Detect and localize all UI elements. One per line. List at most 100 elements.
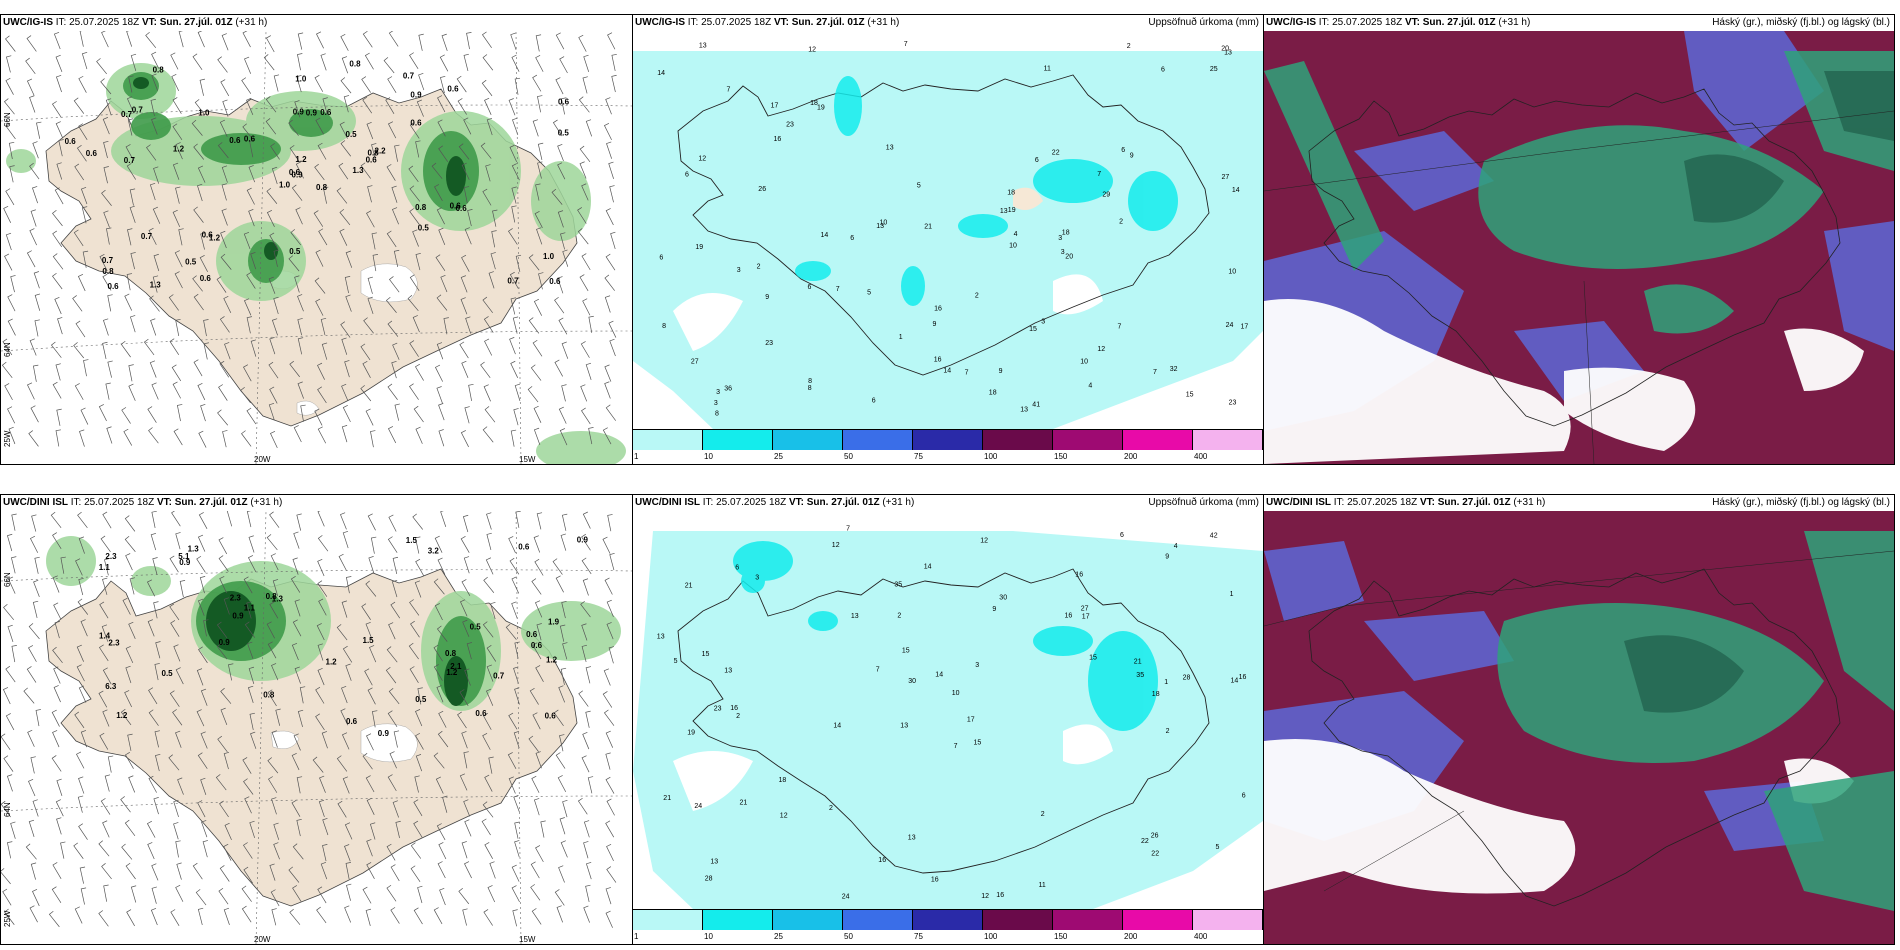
- wind-barb: [315, 298, 324, 316]
- wind-barb: [127, 118, 134, 136]
- wind-barb: [558, 685, 566, 703]
- wind-barb: [585, 666, 592, 684]
- wind-barb: [103, 884, 109, 902]
- wind-barb: [513, 408, 519, 426]
- value-label: 9: [1165, 554, 1169, 561]
- wind-barb: [367, 687, 376, 705]
- wind-barb: [512, 316, 519, 334]
- wind-barb: [249, 140, 255, 158]
- wind-barb: [511, 601, 518, 619]
- wind-barb: [145, 31, 157, 49]
- wind-barb: [341, 337, 348, 355]
- value-label: 2.3: [108, 639, 120, 648]
- wind-barb: [559, 428, 568, 446]
- wind-barb: [168, 754, 180, 771]
- wind-barb: [102, 709, 110, 727]
- value-label: 12: [780, 813, 788, 820]
- wind-barb: [558, 317, 568, 335]
- lead-time: (+31 h): [1498, 17, 1531, 28]
- wind-barb: [339, 209, 351, 226]
- wind-barb: [178, 31, 184, 48]
- wind-barb: [409, 274, 420, 291]
- wind-barb: [558, 865, 565, 883]
- wind-barb: [486, 532, 492, 551]
- model-name: UWC/IG-IS: [635, 17, 685, 28]
- wind-barb: [246, 97, 254, 116]
- wind-barb: [604, 381, 611, 399]
- wind-barb: [297, 709, 304, 728]
- wind-barb: [534, 558, 544, 576]
- panel-title-right: Uppsöfnuð úrkoma (mm): [1148, 17, 1259, 28]
- wind-barb: [200, 688, 208, 706]
- wind-barb: [605, 253, 616, 271]
- wind-barb: [365, 408, 374, 426]
- wind-barb: [290, 576, 301, 593]
- value-label: 26: [758, 186, 766, 193]
- wind-barb: [243, 298, 252, 316]
- wind-barb: [345, 862, 351, 880]
- wind-barb: [35, 709, 42, 727]
- wind-barb: [362, 31, 373, 48]
- lat-label-25w: 25W: [3, 910, 12, 927]
- wind-barb: [534, 211, 543, 229]
- wind-barb: [128, 364, 134, 382]
- wind-barb: [175, 142, 183, 160]
- vt-label: VT:: [1419, 497, 1435, 508]
- value-label: 0.8: [445, 649, 457, 658]
- wind-barb: [200, 232, 206, 250]
- wind-barb: [372, 254, 379, 272]
- value-label: 9: [765, 294, 769, 301]
- value-label: 0.9: [232, 611, 244, 620]
- wind-barb: [511, 186, 517, 204]
- wind-barb: [99, 732, 109, 750]
- colorbar-tick-label: 100: [984, 452, 998, 461]
- value-label: 13: [886, 144, 894, 151]
- value-label: 16: [1239, 674, 1247, 681]
- value-label: 28: [1183, 674, 1191, 681]
- wind-barb: [562, 642, 568, 660]
- wind-barb: [153, 601, 159, 619]
- wind-barb: [125, 645, 134, 664]
- wind-barb: [388, 514, 397, 532]
- lat-label-64n: 64N: [3, 342, 12, 357]
- wind-barb: [297, 318, 303, 336]
- colorbar-swatch: 1: [633, 910, 703, 941]
- value-label: 7: [846, 526, 850, 533]
- wind-barb: [371, 143, 377, 161]
- wind-barb: [32, 889, 40, 907]
- wind-barb: [1, 733, 11, 751]
- wind-barb: [242, 123, 254, 140]
- wind-barb: [577, 207, 587, 224]
- wind-barb: [173, 428, 183, 446]
- wind-barb: [561, 600, 567, 619]
- wind-barb: [391, 185, 398, 203]
- colorbar-tick-label: 150: [1054, 452, 1068, 461]
- wind-barb: [606, 798, 615, 816]
- wind-barb: [7, 318, 16, 336]
- value-label: 8: [662, 323, 666, 330]
- wind-barb: [577, 228, 589, 245]
- wind-barb: [605, 730, 614, 748]
- wind-barb: [483, 316, 494, 333]
- wind-barb: [509, 557, 520, 575]
- value-label: 0.7: [507, 277, 519, 286]
- value-label: 2: [1119, 218, 1123, 225]
- wind-barb: [270, 143, 280, 160]
- wind-barb: [393, 730, 400, 748]
- value-label: 0.6: [289, 168, 301, 177]
- wind-barb: [466, 642, 473, 660]
- wind-barb: [603, 668, 611, 686]
- value-label: 21: [663, 795, 671, 802]
- value-label: 0.5: [558, 129, 570, 138]
- colorbar-tick-label: 400: [1194, 452, 1208, 461]
- wind-barb: [481, 818, 491, 836]
- wind-barb: [367, 185, 373, 203]
- wind-barb: [514, 641, 520, 659]
- iceland-coastline: [677, 568, 1210, 874]
- wind-barb: [5, 35, 16, 52]
- wind-barb: [342, 530, 349, 549]
- wind-barb: [605, 776, 615, 794]
- wind-barb: [124, 690, 132, 708]
- value-label: 10: [880, 220, 888, 227]
